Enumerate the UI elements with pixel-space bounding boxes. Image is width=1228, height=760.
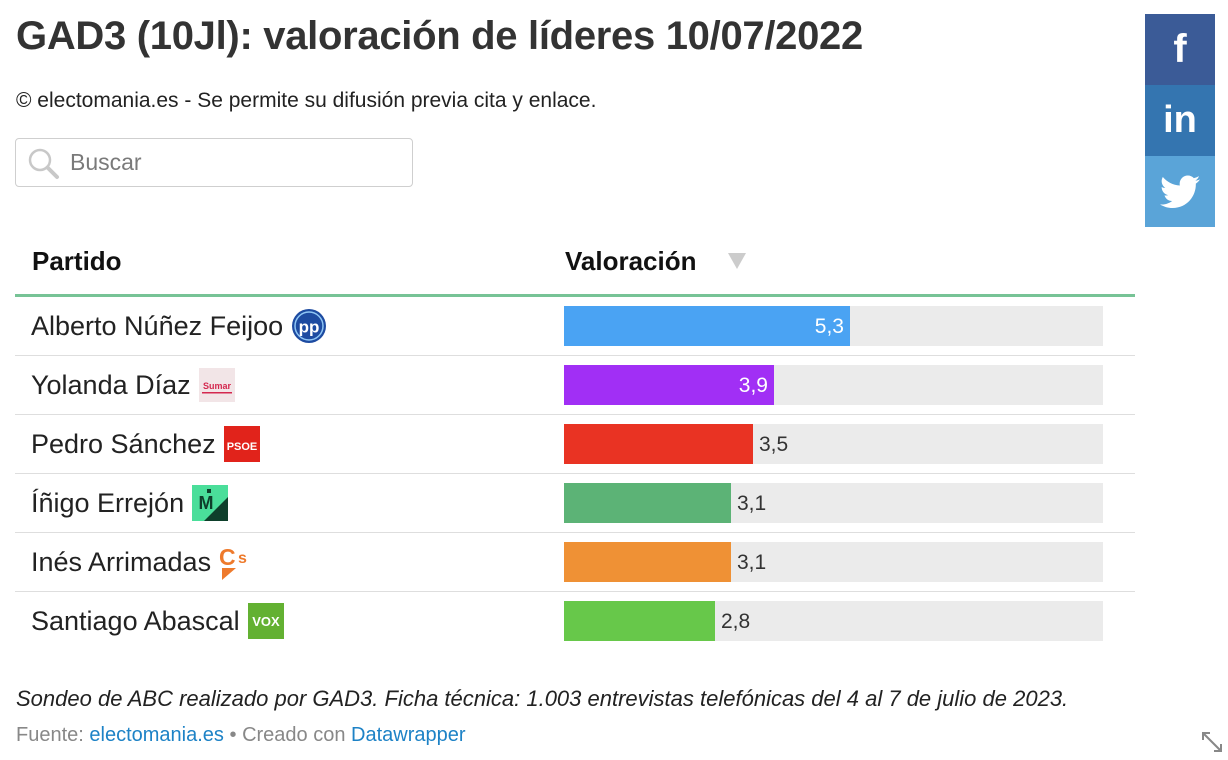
- created-with-label: Creado con: [242, 724, 346, 746]
- sort-down-triangle-icon[interactable]: [727, 251, 747, 271]
- svg-text:C: C: [219, 544, 236, 570]
- ratings-table: Partido Valoración Alberto Núñez Feijoo p…: [15, 236, 1135, 650]
- facebook-share-button[interactable]: f: [1145, 14, 1215, 85]
- leader-name-cell: Santiago Abascal VOX: [31, 592, 284, 650]
- bar-value-label: 3,5: [759, 433, 789, 456]
- column-header-valoracion[interactable]: Valoración: [565, 246, 697, 276]
- leader-name: Alberto Núñez Feijoo: [31, 310, 284, 341]
- leader-name: Inés Arrimadas: [31, 546, 212, 577]
- svg-text:s: s: [238, 550, 247, 567]
- bar-mark: [564, 306, 850, 346]
- footer-separator: •: [229, 724, 237, 746]
- chart-note: Sondeo de ABC realizado por GAD3. Ficha …: [16, 686, 1069, 711]
- table-row: Alberto Núñez Feijoo pp 5,3: [15, 297, 1135, 356]
- chart-title: GAD3 (10Jl): valoración de líderes 10/07…: [16, 14, 863, 58]
- bar-value-label: 3,9: [738, 374, 768, 397]
- search-input[interactable]: [70, 149, 390, 176]
- twitter-share-button[interactable]: [1145, 156, 1215, 227]
- bar-mark: [564, 601, 715, 641]
- leader-name: Yolanda Díaz: [31, 369, 191, 400]
- bar-mark: [564, 424, 753, 464]
- source-label: Fuente:: [16, 724, 84, 746]
- bar-value-label: 3,1: [737, 551, 767, 574]
- linkedin-icon: in: [1163, 99, 1197, 141]
- leader-name: Pedro Sánchez: [31, 428, 216, 459]
- table-row: Santiago Abascal VOX 2,8: [15, 592, 1135, 650]
- table-body: Alberto Núñez Feijoo pp 5,3 Yolanda Díaz Sum…: [15, 297, 1135, 650]
- search-icon: [28, 148, 59, 179]
- bar-track: 5,3: [564, 306, 1103, 346]
- bar-track: 3,5: [564, 424, 1103, 464]
- leader-name-cell: Yolanda Díaz Sumar: [31, 356, 235, 414]
- leader-name: Santiago Abascal: [31, 605, 240, 636]
- bar-track: 3,1: [564, 483, 1103, 523]
- facebook-icon: f: [1173, 27, 1187, 71]
- table-row: Pedro Sánchez PSOE 3,5: [15, 415, 1135, 474]
- bar-mark: [564, 365, 774, 405]
- mas-madrid-logo-icon: M: [192, 485, 229, 521]
- resize-icon[interactable]: [1200, 730, 1224, 754]
- vox-logo-icon: VOX: [247, 603, 284, 639]
- leader-name-cell: Íñigo Errejón M: [31, 474, 229, 532]
- bar-track: 3,1: [564, 542, 1103, 582]
- chart-subtitle: © electomania.es - Se permite su difusió…: [16, 89, 597, 112]
- bar-value-label: 5,3: [814, 315, 844, 338]
- pp-logo-icon: pp: [292, 309, 327, 343]
- svg-text:pp: pp: [299, 318, 320, 337]
- psoe-logo-icon: PSOE: [223, 426, 260, 462]
- bar-value-label: 3,1: [737, 492, 767, 515]
- bar-value-label: 2,8: [721, 610, 751, 633]
- linkedin-share-button[interactable]: in: [1145, 85, 1215, 156]
- svg-text:VOX: VOX: [252, 614, 280, 629]
- bar-mark: [564, 483, 731, 523]
- table-row: Yolanda Díaz Sumar 3,9: [15, 356, 1135, 415]
- leader-name-cell: Pedro Sánchez PSOE: [31, 415, 260, 473]
- twitter-bird-icon: [1160, 175, 1200, 208]
- social-share-bar: f in: [1145, 14, 1215, 227]
- datawrapper-link[interactable]: Datawrapper: [351, 724, 466, 746]
- search-box[interactable]: [15, 138, 413, 187]
- svg-text:M: M: [199, 493, 214, 513]
- source-link[interactable]: electomania.es: [89, 724, 224, 746]
- sumar-logo-icon: Sumar: [198, 368, 235, 402]
- leader-name: Íñigo Errejón: [31, 487, 185, 518]
- svg-text:Sumar: Sumar: [203, 381, 232, 391]
- svg-text:PSOE: PSOE: [226, 441, 257, 453]
- bar-track: 2,8: [564, 601, 1103, 641]
- table-row: Íñigo Errejón M 3,1: [15, 474, 1135, 533]
- table-header: Partido Valoración: [15, 236, 1135, 297]
- leader-name-cell: Alberto Núñez Feijoo pp: [31, 297, 327, 355]
- chart-footer: Fuente: electomania.es • Creado con Data…: [16, 724, 466, 747]
- bar-track: 3,9: [564, 365, 1103, 405]
- column-header-partido[interactable]: Partido: [32, 246, 122, 276]
- bar-mark: [564, 542, 731, 582]
